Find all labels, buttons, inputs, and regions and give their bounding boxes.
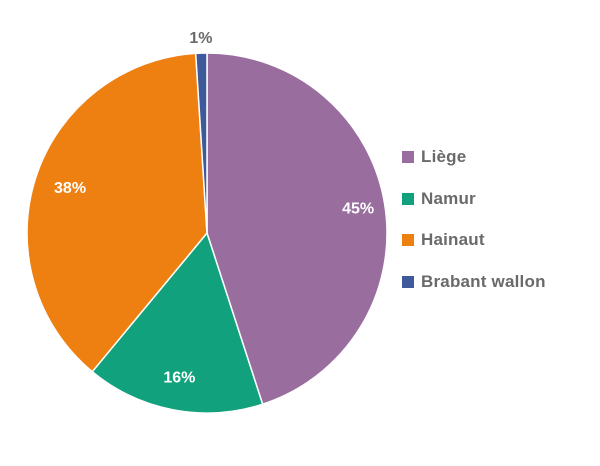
pie-slice-liege: [206, 52, 388, 406]
pie-label-liege: 45%: [342, 201, 374, 218]
legend-item-hainaut: Hainaut: [402, 229, 546, 251]
legend-swatch-brabant-wallon: [402, 275, 414, 288]
pie-label-hainaut: 38%: [54, 180, 86, 197]
pie-slice-namur: [91, 231, 264, 414]
legend-item-liege: Liège: [402, 146, 546, 168]
legend-label-namur: Namur: [421, 188, 476, 208]
legend-swatch-hainaut: [402, 234, 414, 246]
pie-slice-labels: 45% 16% 38% 1%: [54, 30, 374, 386]
legend-swatch-namur: [402, 192, 414, 205]
legend-label-brabant-wallon: Brabant wallon: [421, 271, 546, 291]
legend-label-liege: Liège: [421, 147, 467, 166]
pie-label-namur: 16%: [163, 369, 195, 386]
legend-item-namur: Namur: [402, 188, 546, 210]
pie-slices: [26, 52, 388, 414]
legend-item-brabant-wallon: Brabant wallon: [402, 271, 546, 293]
legend-label-hainaut: Hainaut: [421, 230, 485, 249]
pie-label-brabant-wallon: 1%: [189, 30, 212, 47]
pie-slice-brabant-wallon: [194, 52, 208, 234]
chart-legend: Liège Namur Hainaut Brabant wallon: [402, 146, 546, 312]
pie-slice-hainaut: [26, 52, 208, 373]
legend-swatch-liege: [402, 151, 414, 163]
